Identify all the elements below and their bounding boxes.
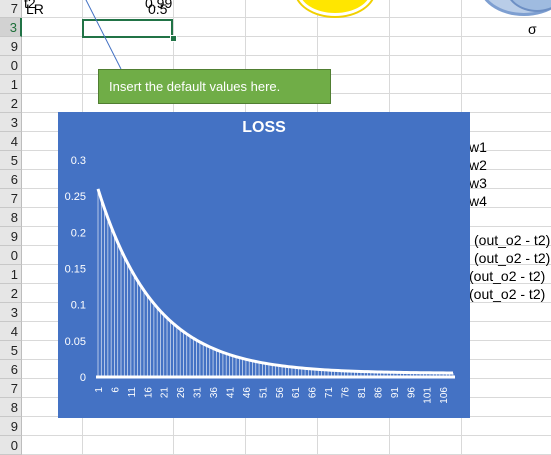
x-tick-label: 36 [209,387,220,399]
x-tick-label: 31 [193,387,204,399]
x-tick-label: 21 [160,387,171,399]
x-tick-label: 26 [176,387,187,399]
cell-lr-value[interactable]: 0.5 [148,1,168,17]
row-header[interactable]: 7 [0,379,22,398]
row-header[interactable]: 2 [0,94,22,113]
loss-series-line [96,188,454,375]
row-header[interactable]: 1 [0,265,22,284]
loss-chart[interactable]: LOSS 0 0.05 0.1 0.15 0.2 0.25 0.3 1 6 11 16 21 26 31 3… [58,112,470,418]
row-header[interactable]: 1 [0,75,22,94]
x-tick-label: 101 [423,387,434,404]
row-header[interactable]: 3 [0,113,22,132]
y-tick-label: 0.1 [71,300,86,312]
cell-t2-value[interactable]: 0.99 [145,0,173,11]
x-tick-label: 1 [94,387,105,393]
x-tick-label: 46 [242,387,253,399]
weight-w1: w1 [469,139,487,155]
y-tick-label: 0.05 [65,336,86,348]
formula-3: (out_o2 - t2) [469,268,546,284]
row-header[interactable]: 3 [0,18,22,37]
x-tick-label: 16 [143,387,154,399]
row-header[interactable]: 2 [0,284,22,303]
row-header[interactable]: 8 [0,208,22,227]
x-tick-label: 51 [258,387,269,399]
x-tick-label: 61 [291,387,302,399]
formula-1: (out_o2 - t2) [474,232,551,248]
row-header[interactable]: 7 [0,189,22,208]
formula-2: (out_o2 - t2) [474,250,551,266]
x-tick-label: 41 [225,387,236,399]
x-tick-label: 11 [127,387,138,398]
row-header[interactable]: 0 [0,246,22,265]
sigma-label: σ [528,21,537,37]
row-header[interactable]: 9 [0,227,22,246]
weight-w4: w4 [469,193,487,209]
y-tick-label: 0.15 [65,264,86,276]
x-tick-label: 6 [110,387,121,393]
row-header[interactable]: 7 [0,0,22,18]
cell-t2-label[interactable]: t2 [24,0,36,11]
y-tick-label: 0 [80,372,86,384]
x-tick-label: 81 [357,387,368,399]
x-tick-label: 71 [324,387,335,399]
row-header[interactable]: 3 [0,303,22,322]
row-header[interactable]: 4 [0,322,22,341]
fill-handle[interactable] [170,35,177,42]
row-header[interactable]: 6 [0,360,22,379]
x-tick-label: 56 [275,387,286,399]
x-tick-label: 76 [341,387,352,399]
row-header[interactable]: 0 [0,56,22,75]
weight-w2: w2 [469,157,487,173]
row-header[interactable]: 5 [0,151,22,170]
row-header[interactable]: 6 [0,170,22,189]
row-header[interactable]: 9 [0,417,22,436]
x-tick-label: 106 [439,387,450,404]
x-tick-label: 66 [308,387,319,399]
y-tick-label: 0.2 [71,227,86,239]
x-tick-label: 86 [373,387,384,399]
row-header[interactable]: 4 [0,132,22,151]
row-header[interactable]: 9 [0,37,22,56]
y-tick-label: 0.25 [65,191,86,203]
x-tick-label: 91 [390,387,401,399]
x-tick-label: 96 [406,387,417,399]
weight-w3: w3 [469,175,487,191]
row-header[interactable]: 8 [0,398,22,417]
active-cell[interactable] [82,19,173,38]
cell-lr-label[interactable]: LR [26,1,44,17]
row-header[interactable]: 5 [0,341,22,360]
callout-box[interactable]: Insert the default values here. [98,69,331,104]
loss-chart-svg: LOSS 00.050.10.150.20.250.31 6 11 16 21 26 31 3… [65,119,455,404]
y-tick-label: 0.3 [71,155,86,167]
formula-4: (out_o2 - t2) [469,286,546,302]
chart-title: LOSS [242,119,286,136]
